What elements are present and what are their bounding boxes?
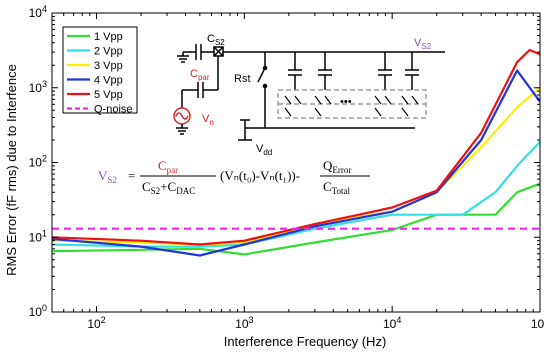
x-tick-label: 105 (531, 315, 544, 331)
rst-contact-top (262, 65, 268, 71)
sw7 (401, 95, 409, 105)
series-line-4-vpp (51, 69, 541, 257)
x-tick-label: 103 (235, 315, 253, 331)
vn-sine (175, 112, 189, 120)
dac-dots: ••• (340, 96, 352, 108)
circuit-schematic (173, 44, 445, 141)
sw4 (324, 95, 332, 105)
series-line-1-vpp (51, 182, 541, 256)
sw10 (314, 107, 322, 117)
sw6 (384, 95, 392, 105)
schematic-labels: CS2 Cpar Vn VS2 Rst Vdd ••• (190, 33, 432, 157)
axes: 102 103 104 105 100 101 102 103 104 (29, 4, 544, 331)
y-tick-label: 104 (29, 4, 47, 20)
rst-switch (257, 67, 266, 83)
sw5 (374, 95, 382, 105)
cs2-label: CS2 (207, 33, 225, 47)
legend-label: 5 Vpp (94, 89, 123, 101)
sw3 (314, 95, 322, 105)
legend-box (62, 26, 138, 114)
vs2-node-x2 (213, 46, 224, 57)
eq-mid: (Vₙ(t₀)-Vₙ(t₁))- (220, 168, 300, 183)
x-axis-title: Interference Frequency (Hz) (224, 334, 387, 349)
y-tick-label: 100 (29, 303, 47, 319)
y-tick-label: 101 (29, 228, 47, 244)
x-tick-label: 102 (87, 315, 105, 331)
eq-num1: Cpar (158, 158, 178, 175)
eq-equals: = (128, 168, 135, 183)
sw9 (284, 107, 292, 117)
sw1 (284, 95, 292, 105)
sw2 (294, 95, 302, 105)
legend-label: 2 Vpp (94, 46, 123, 58)
series-line-2-vpp (51, 140, 541, 248)
sw8 (411, 95, 419, 105)
eq-num2: QError (323, 158, 351, 175)
y-axis-title: RMS Error (fF rms) due to Interfence (4, 64, 19, 276)
legend-label: 3 Vpp (94, 60, 123, 72)
equation: VS2 = Cpar CS2+CDAC (Vₙ(t₀)-Vₙ(t₁))- QEr… (98, 158, 370, 196)
switch-array (284, 95, 419, 117)
x-tick-label: 104 (383, 315, 401, 331)
vn-label: Vn (202, 113, 214, 127)
sw11 (374, 107, 382, 117)
legend-label: 4 Vpp (94, 75, 123, 87)
vs2-label: VS2 (414, 37, 432, 51)
vdd-label: Vdd (256, 143, 272, 157)
sw12 (401, 107, 409, 117)
y-tick-label: 103 (29, 79, 47, 95)
eq-den1: CS2+CDAC (142, 179, 195, 196)
plot-area (51, 48, 541, 257)
eq-den2: CTotal (323, 179, 351, 196)
legend-label: Q-noise (94, 104, 133, 116)
legend-label: 1 Vpp (94, 31, 123, 43)
rst-label: Rst (234, 73, 251, 85)
legend: 1 Vpp 2 Vpp 3 Vpp 4 Vpp 5 Vpp Q-noise (62, 26, 138, 116)
eq-lhs: VS2 (98, 168, 117, 185)
cpar-label: Cpar (190, 68, 210, 82)
y-tick-label: 102 (29, 154, 47, 170)
